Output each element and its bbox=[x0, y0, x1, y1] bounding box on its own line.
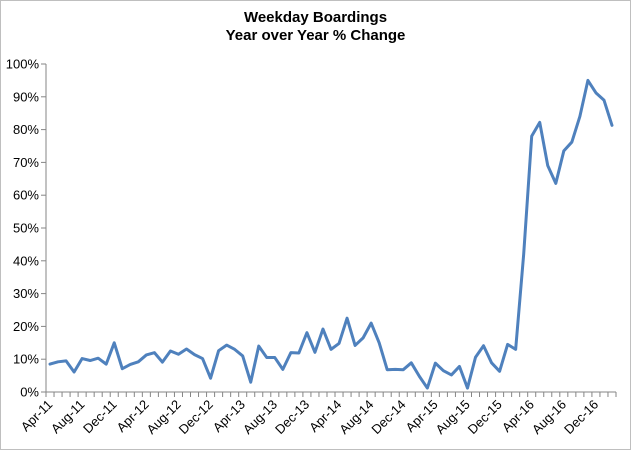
data-point bbox=[185, 348, 188, 351]
data-point bbox=[554, 182, 557, 185]
data-point bbox=[161, 361, 164, 364]
y-tick-label: 40% bbox=[13, 253, 39, 268]
data-point bbox=[313, 351, 316, 354]
y-tick-label: 70% bbox=[13, 155, 39, 170]
data-point bbox=[321, 328, 324, 331]
y-tick-label: 0% bbox=[20, 385, 39, 400]
data-point bbox=[113, 341, 116, 344]
data-point bbox=[89, 359, 92, 362]
data-point bbox=[610, 124, 613, 127]
data-point bbox=[442, 369, 445, 372]
data-point bbox=[402, 368, 405, 371]
x-tick-label: Aug-13 bbox=[240, 397, 280, 437]
data-point bbox=[73, 370, 76, 373]
data-point bbox=[217, 349, 220, 352]
data-point bbox=[354, 344, 357, 347]
data-point bbox=[265, 356, 268, 359]
data-point bbox=[530, 135, 533, 138]
data-point bbox=[506, 343, 509, 346]
data-point bbox=[546, 164, 549, 167]
data-point bbox=[145, 353, 148, 356]
data-point bbox=[482, 344, 485, 347]
data-point bbox=[522, 253, 525, 256]
data-point bbox=[434, 362, 437, 365]
data-point bbox=[57, 360, 60, 363]
data-point bbox=[386, 368, 389, 371]
data-point bbox=[418, 375, 421, 378]
y-tick-label: 30% bbox=[13, 286, 39, 301]
x-tick-label: Dec-16 bbox=[561, 397, 601, 437]
data-point bbox=[257, 345, 260, 348]
data-point bbox=[450, 373, 453, 376]
data-point bbox=[209, 377, 212, 380]
data-point bbox=[289, 351, 292, 354]
data-point bbox=[201, 357, 204, 360]
data-point bbox=[81, 357, 84, 360]
data-point bbox=[570, 141, 573, 144]
data-point bbox=[602, 99, 605, 102]
data-point bbox=[578, 115, 581, 118]
x-tick-label: Dec-15 bbox=[465, 397, 505, 437]
data-point bbox=[474, 356, 477, 359]
y-tick-label: 60% bbox=[13, 188, 39, 203]
data-point bbox=[177, 353, 180, 356]
data-point bbox=[129, 363, 132, 366]
x-tick-label: Aug-12 bbox=[144, 397, 184, 437]
data-point bbox=[330, 348, 333, 351]
data-point bbox=[594, 91, 597, 94]
data-point bbox=[466, 387, 469, 390]
data-point bbox=[514, 348, 517, 351]
data-point bbox=[562, 149, 565, 152]
data-point bbox=[586, 79, 589, 82]
x-tick-label: Dec-12 bbox=[176, 397, 216, 437]
x-tick-label: Dec-13 bbox=[272, 397, 312, 437]
data-point bbox=[394, 368, 397, 371]
data-point bbox=[498, 370, 501, 373]
data-point bbox=[346, 317, 349, 320]
data-point bbox=[538, 121, 541, 124]
data-point bbox=[410, 361, 413, 364]
x-tick-label: Aug-16 bbox=[529, 397, 569, 437]
y-tick-label: 20% bbox=[13, 319, 39, 334]
data-point bbox=[97, 357, 100, 360]
data-point bbox=[49, 363, 52, 366]
x-tick-label: Dec-14 bbox=[368, 397, 408, 437]
data-point bbox=[273, 356, 276, 359]
data-point bbox=[65, 359, 68, 362]
data-point bbox=[137, 360, 140, 363]
chart-title: Weekday Boardings bbox=[243, 9, 388, 26]
data-point bbox=[153, 351, 156, 354]
data-point bbox=[305, 331, 308, 334]
data-point bbox=[378, 341, 381, 344]
chart-subtitle: Year over Year % Change bbox=[225, 27, 406, 44]
data-point bbox=[241, 354, 244, 357]
data-point bbox=[426, 387, 429, 390]
data-point bbox=[297, 351, 300, 354]
x-tick-label: Aug-11 bbox=[48, 397, 88, 437]
data-point bbox=[225, 344, 228, 347]
data-point bbox=[370, 322, 373, 325]
data-point bbox=[233, 348, 236, 351]
x-tick-label: Aug-14 bbox=[336, 397, 376, 437]
y-tick-label: 90% bbox=[13, 89, 39, 104]
x-tick-label: Aug-15 bbox=[433, 397, 473, 437]
data-point bbox=[249, 381, 252, 384]
data-point bbox=[105, 363, 108, 366]
data-point bbox=[169, 350, 172, 353]
data-point bbox=[281, 368, 284, 371]
data-point bbox=[338, 342, 341, 345]
y-tick-label: 50% bbox=[13, 221, 39, 236]
y-tick-label: 10% bbox=[13, 352, 39, 367]
data-point bbox=[362, 336, 365, 339]
series-line bbox=[48, 78, 614, 390]
x-tick-label: Dec-11 bbox=[80, 397, 120, 437]
data-point bbox=[121, 367, 124, 370]
y-tick-label: 80% bbox=[13, 122, 39, 137]
data-point bbox=[458, 365, 461, 368]
data-point bbox=[490, 361, 493, 364]
data-point bbox=[193, 353, 196, 356]
y-tick-label: 100% bbox=[6, 57, 40, 72]
